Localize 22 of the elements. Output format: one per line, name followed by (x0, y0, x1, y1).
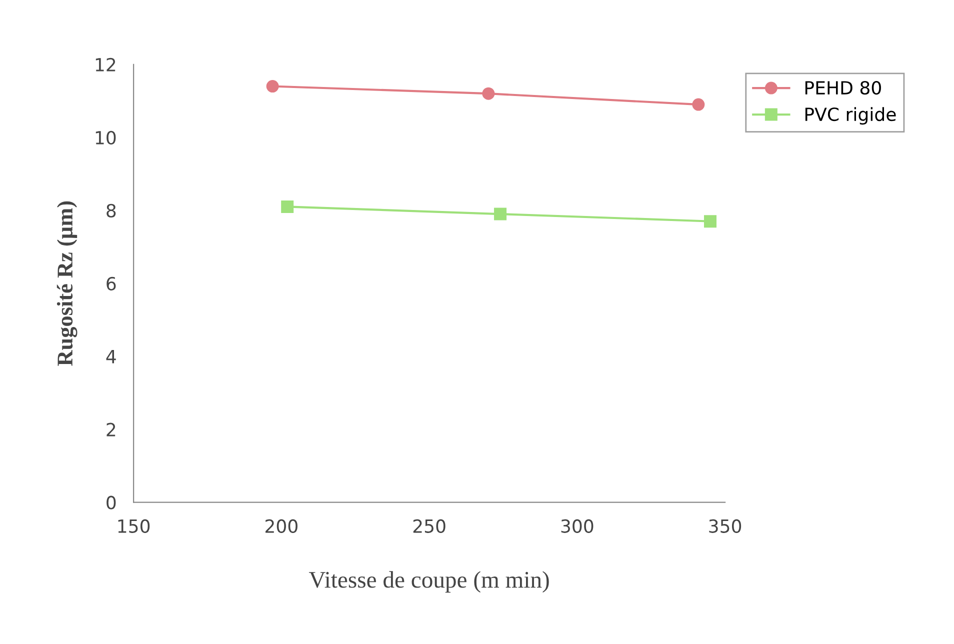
y-tick-label: 12 (96, 58, 116, 72)
x-tick-label: 200 (266, 519, 298, 533)
x-tick-label: 250 (413, 519, 446, 533)
y-tick-label: 4 (106, 350, 116, 364)
legend-label: PVC rigide (805, 107, 896, 125)
y-tick-label: 2 (106, 422, 116, 436)
y-tick-label: 0 (106, 496, 116, 510)
point (704, 215, 717, 228)
point (266, 80, 279, 93)
point (494, 208, 507, 220)
y-tick-label: 8 (106, 204, 116, 218)
y-tick-label: 10 (96, 130, 116, 145)
x-tick-label: 300 (561, 519, 594, 533)
y-axis-title: Rugosité Rz (µm) (56, 201, 78, 366)
point (281, 200, 294, 213)
point (482, 87, 495, 100)
x-tick-label: 350 (709, 519, 742, 533)
legend-label: PEHD 80 (805, 80, 881, 95)
x-tick-label: 150 (118, 519, 150, 533)
x-axis-title: Vitesse de coupe (m min) (308, 571, 549, 593)
y-tick-label: 6 (106, 276, 116, 290)
point (692, 98, 705, 111)
